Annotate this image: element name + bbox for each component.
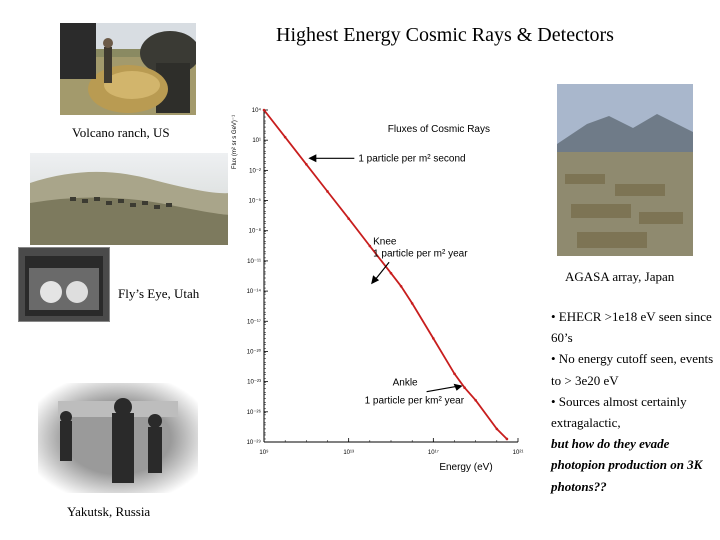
flux-data-point — [283, 135, 287, 139]
flux-data-point — [262, 108, 266, 112]
y-tick-label: 10⁻⁵ — [249, 198, 262, 205]
flys-eye-mirror-image — [19, 248, 109, 321]
yakutsk-caption: Yakutsk, Russia — [67, 504, 151, 519]
flux-data-point — [453, 372, 456, 376]
volcano-ranch-image — [60, 23, 196, 115]
y-tick-label: 10⁻¹⁴ — [247, 288, 262, 295]
volcano-ranch-caption: Volcano ranch, US — [72, 125, 170, 140]
y-axis-label: Flux (m² sr s GeV)⁻¹ — [232, 115, 238, 169]
flux-data-point — [326, 190, 329, 193]
flux-data-point — [495, 427, 499, 431]
annotation-arrowhead — [371, 275, 380, 285]
annotation-label-line2: 1 particle per m² year — [373, 248, 468, 259]
flys-eye-inset-photo — [18, 247, 110, 322]
volcano-ranch-photo — [60, 23, 196, 115]
y-tick-label: 10⁻²⁰ — [247, 348, 262, 355]
flux-data-point — [463, 386, 466, 389]
y-tick-label: 10⁻⁸ — [249, 228, 262, 235]
x-tick-label: 10¹³ — [343, 450, 354, 456]
yakutsk-photo — [38, 383, 198, 493]
annotation-label: Knee — [373, 236, 397, 247]
annotation-label-line2: 1 particle per km² year — [365, 396, 465, 407]
flux-data-point — [410, 302, 414, 305]
cosmic-ray-flux-chart: Fluxes of Cosmic Rays Energy (eV) Flux (… — [228, 98, 528, 474]
x-axis-label: Energy (eV) — [439, 462, 492, 473]
x-tick-label: 10⁹ — [259, 449, 269, 456]
annotation-label: Ankle — [393, 378, 418, 389]
y-tick-label: 10⁻²⁶ — [247, 409, 262, 416]
flux-data-point — [432, 337, 435, 340]
agasa-caption: AGASA array, Japan — [565, 269, 675, 284]
bullet-2: • No energy cutoff seen, events to > 3e2… — [551, 351, 714, 388]
x-tick-label: 10¹⁷ — [428, 449, 439, 456]
flys-eye-landscape-image — [30, 153, 230, 245]
flux-data-point — [505, 437, 509, 441]
y-tick-label: 10⁻¹⁷ — [247, 318, 261, 325]
flux-data-point — [368, 244, 372, 248]
flux-data-point — [305, 163, 308, 166]
annotation-arrowhead — [308, 154, 317, 163]
x-tick-label: 10²¹ — [513, 450, 524, 456]
y-tick-label: 10⁴ — [252, 107, 262, 114]
bullet-4-emphasis: but how do they evade photopion producti… — [551, 436, 703, 494]
annotation-label: 1 particle per m² second — [358, 153, 465, 164]
y-tick-label: 10⁻¹¹ — [247, 259, 261, 265]
yakutsk-image — [38, 383, 198, 493]
bullet-3: • Sources almost certainly extragalactic… — [551, 393, 687, 431]
chart-background — [228, 98, 528, 474]
flys-eye-caption: Fly’s Eye, Utah — [118, 286, 200, 301]
annotation-arrowhead — [453, 383, 463, 391]
flux-data-point — [474, 398, 477, 402]
agasa-photo — [557, 84, 693, 256]
bullet-list: • EHECR >1e18 eV seen since 60’s • No en… — [551, 306, 719, 497]
flux-chart-svg: Fluxes of Cosmic Rays Energy (eV) Flux (… — [228, 98, 528, 474]
slide-title: Highest Energy Cosmic Rays & Detectors — [276, 24, 614, 46]
chart-title: Fluxes of Cosmic Rays — [388, 124, 490, 135]
agasa-image — [557, 84, 693, 256]
y-tick-label: 10⁻²⁹ — [247, 439, 262, 446]
y-tick-label: 10⁻² — [249, 168, 261, 174]
flux-data-point — [389, 271, 393, 275]
bullet-1: • EHECR >1e18 eV seen since 60’s — [551, 309, 712, 346]
y-tick-label: 10⁻²³ — [247, 380, 261, 386]
flux-data-point — [399, 284, 403, 288]
flys-eye-photo — [30, 153, 230, 245]
y-tick-label: 10¹ — [252, 138, 261, 144]
flux-data-point — [347, 217, 350, 220]
